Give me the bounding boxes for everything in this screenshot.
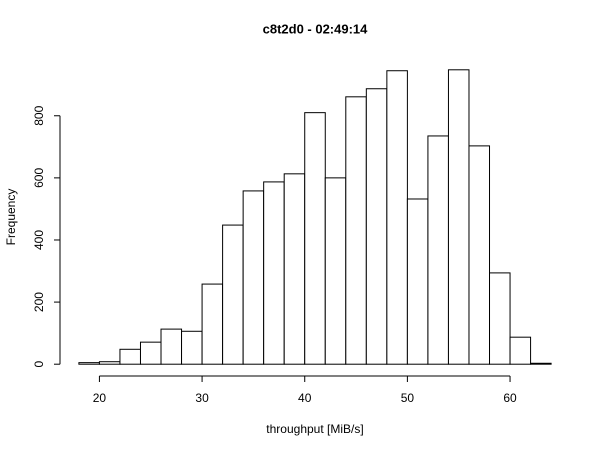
- bar: [468, 145, 491, 365]
- bar: [345, 96, 367, 365]
- y-tick-label: 400: [32, 230, 46, 250]
- bar: [222, 224, 244, 365]
- x-tick-label: 20: [93, 391, 107, 405]
- y-tick-label: 200: [32, 292, 46, 312]
- bar: [242, 190, 265, 365]
- bar: [139, 341, 162, 365]
- x-tick-label: 60: [503, 391, 517, 405]
- bar: [201, 283, 224, 365]
- y-axis-label: Frequency: [4, 189, 18, 246]
- bar: [160, 328, 183, 365]
- bar: [324, 177, 347, 365]
- bar: [406, 198, 429, 365]
- bar: [98, 361, 121, 365]
- bar: [181, 330, 203, 365]
- x-tick-label: 30: [195, 391, 209, 405]
- bar: [119, 348, 141, 365]
- y-tick-label: 0: [32, 361, 46, 368]
- bar: [427, 135, 449, 365]
- bar: [78, 362, 100, 365]
- chart-title: c8t2d0 - 02:49:14: [263, 21, 369, 36]
- bar: [489, 272, 511, 365]
- x-tick-label: 50: [401, 391, 415, 405]
- bar: [386, 70, 408, 365]
- bar: [283, 173, 306, 365]
- bar: [509, 336, 532, 365]
- y-tick-label: 800: [32, 105, 46, 125]
- bar: [447, 69, 470, 365]
- bar: [304, 112, 326, 365]
- bar: [365, 88, 388, 365]
- y-tick-label: 600: [32, 168, 46, 188]
- bar: [263, 181, 285, 365]
- bar: [530, 362, 552, 365]
- x-tick-label: 40: [298, 391, 312, 405]
- x-axis-label: throughput [MiB/s]: [266, 422, 363, 436]
